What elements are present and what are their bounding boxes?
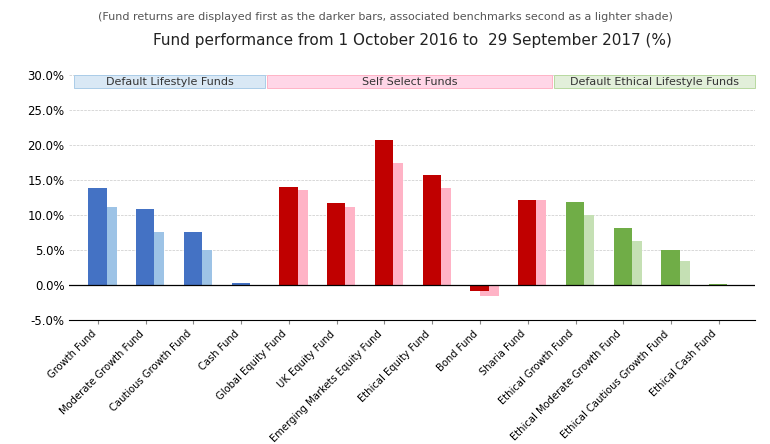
Text: (Fund returns are displayed first as the darker bars, associated benchmarks seco: (Fund returns are displayed first as the…: [98, 12, 672, 22]
Bar: [518, 200, 537, 285]
Bar: [709, 284, 728, 285]
Bar: [470, 285, 489, 291]
Bar: [624, 241, 642, 285]
Bar: [184, 232, 202, 285]
Text: Self Select Funds: Self Select Funds: [362, 77, 457, 87]
Bar: [290, 190, 307, 285]
Text: Default Lifestyle Funds: Default Lifestyle Funds: [105, 77, 233, 87]
Bar: [480, 285, 499, 296]
Bar: [194, 250, 212, 285]
Bar: [385, 163, 403, 285]
Bar: [423, 174, 441, 285]
Bar: [146, 232, 164, 285]
Bar: [433, 188, 451, 285]
Bar: [337, 207, 356, 285]
Text: Default Ethical Lifestyle Funds: Default Ethical Lifestyle Funds: [570, 77, 738, 87]
Bar: [89, 188, 106, 285]
Bar: [99, 207, 116, 285]
Bar: [661, 250, 680, 285]
Bar: [566, 202, 584, 285]
Bar: [614, 228, 632, 285]
Bar: [528, 200, 547, 285]
Bar: [232, 283, 249, 285]
FancyBboxPatch shape: [74, 75, 265, 88]
FancyBboxPatch shape: [554, 75, 755, 88]
Bar: [375, 140, 393, 285]
Bar: [671, 261, 690, 285]
FancyBboxPatch shape: [267, 75, 551, 88]
Bar: [136, 210, 154, 285]
Bar: [327, 203, 345, 285]
Title: Fund performance from 1 October 2016 to  29 September 2017 (%): Fund performance from 1 October 2016 to …: [152, 33, 671, 48]
Bar: [280, 187, 297, 285]
Bar: [576, 215, 594, 285]
